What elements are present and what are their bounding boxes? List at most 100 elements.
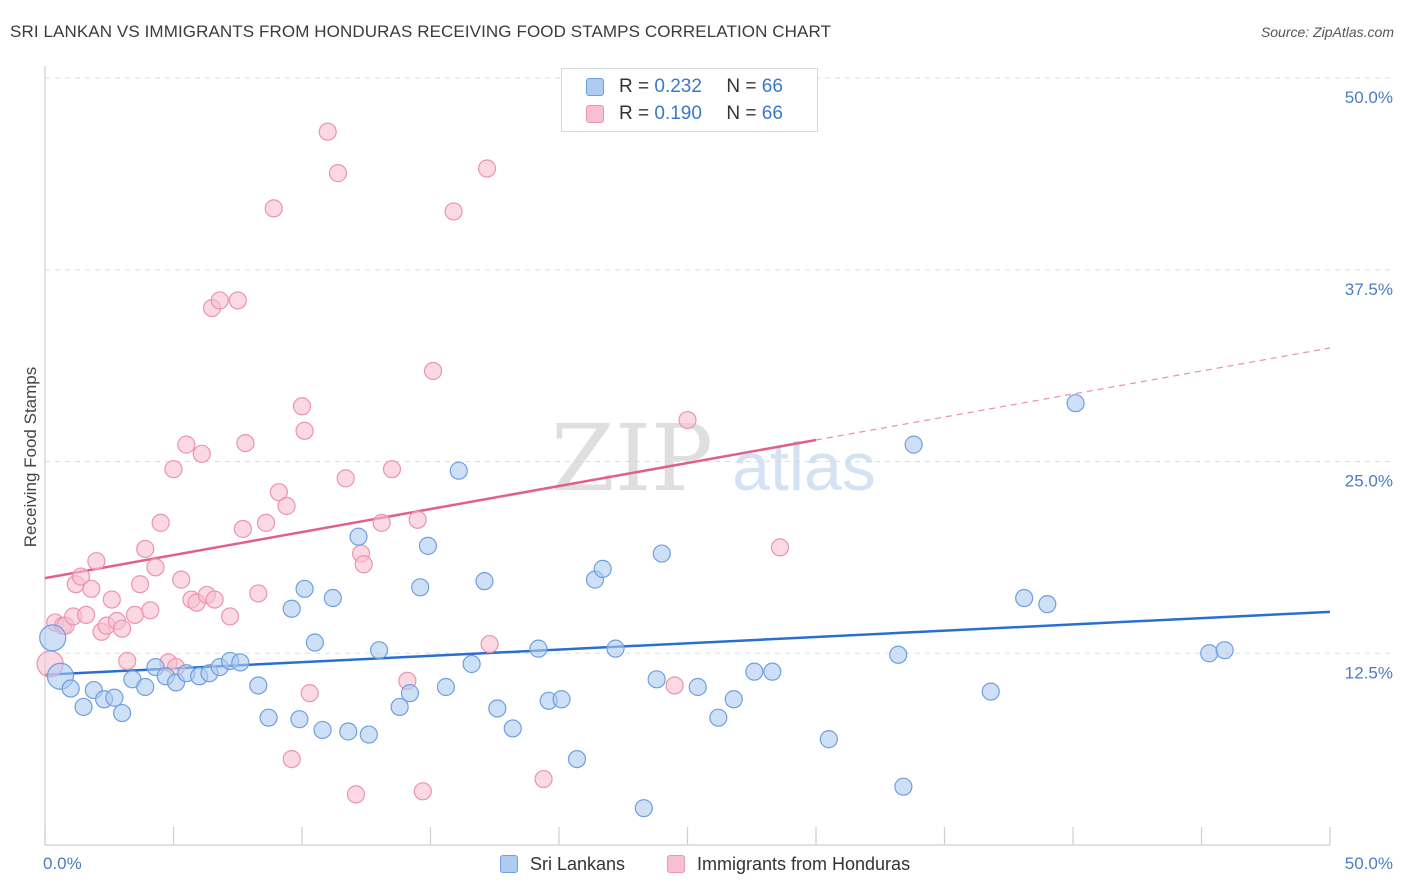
data-point-sri-lankans: [593, 559, 612, 578]
data-point-sri-lankans: [390, 697, 409, 717]
data-point-honduras: [130, 575, 150, 594]
data-point-honduras: [477, 159, 497, 178]
data-point-sri-lankans: [634, 799, 653, 818]
data-point-sri-lankans: [39, 624, 67, 652]
data-point-honduras: [141, 601, 160, 620]
data-point-honduras: [87, 552, 106, 571]
data-point-honduras: [295, 421, 314, 440]
tick-labels: 12.5% 25.0% 37.5% 50.0% 0.0% 50.0%: [43, 88, 1393, 873]
data-point-honduras: [71, 567, 91, 586]
data-point-sri-lankans: [475, 572, 494, 591]
legend-swatch-pink: [586, 105, 604, 123]
data-point-honduras: [164, 460, 183, 479]
data-point-sri-lankans: [400, 684, 420, 703]
data-point-honduras: [205, 590, 224, 609]
legend-swatch-pink: [667, 855, 685, 873]
data-point-sri-lankans: [313, 720, 332, 740]
source-credit: Source: ZipAtlas.com: [1260, 24, 1394, 40]
data-point-honduras: [534, 769, 553, 789]
y-tick-label: 50.0%: [1345, 88, 1393, 107]
data-point-honduras: [249, 584, 268, 603]
data-point-sri-lankans: [745, 662, 764, 681]
data-point-sri-lankans: [305, 633, 324, 652]
series-legend-honduras: Immigrants from Honduras: [667, 851, 910, 877]
data-point-honduras: [282, 749, 301, 769]
data-point-sri-lankans: [290, 710, 309, 729]
data-point-honduras: [125, 605, 145, 625]
data-point-honduras: [408, 510, 427, 529]
data-point-sri-lankans: [436, 677, 456, 697]
data-point-honduras: [77, 605, 96, 625]
data-point-sri-lankans: [819, 730, 838, 749]
data-point-sri-lankans: [889, 645, 908, 664]
legend-n-label: N =: [726, 76, 757, 97]
data-point-sri-lankans: [647, 670, 666, 689]
data-point-honduras: [678, 410, 697, 430]
data-point-honduras: [236, 433, 255, 453]
correlation-legend: R = 0.232 N = 66 R = 0.190 N = 66: [561, 68, 818, 132]
legend-r-label: R =: [619, 103, 650, 124]
data-point-honduras: [444, 202, 463, 221]
legend-r-value: 0.190: [654, 103, 702, 124]
data-point-sri-lankans: [112, 703, 132, 723]
trend-line-honduras: [44, 438, 817, 580]
data-point-sri-lankans: [1200, 644, 1219, 663]
data-point-sri-lankans: [709, 708, 728, 727]
data-point-honduras: [300, 684, 319, 703]
grid-lines: [45, 77, 1395, 654]
y-tick-label: 12.5%: [1345, 663, 1393, 682]
x-tick-label: 0.0%: [43, 854, 82, 873]
data-point-honduras: [233, 519, 252, 539]
legend-n-value: 66: [761, 76, 783, 97]
x-tick-label: 50.0%: [1345, 854, 1393, 873]
data-point-honduras: [136, 539, 155, 559]
data-point-honduras: [264, 199, 283, 218]
data-point-sri-lankans: [74, 697, 93, 717]
data-point-sri-lankans: [339, 722, 358, 741]
data-point-honduras: [336, 469, 355, 488]
data-point-sri-lankans: [105, 688, 124, 707]
data-point-honduras: [192, 444, 211, 463]
data-point-sri-lankans: [411, 578, 430, 597]
data-point-honduras: [480, 634, 499, 654]
legend-swatch-blue: [586, 78, 604, 96]
data-point-sri-lankans: [61, 679, 80, 698]
data-point-honduras: [328, 164, 348, 183]
data-point-sri-lankans: [724, 690, 743, 709]
data-point-sri-lankans: [136, 677, 155, 697]
data-point-sri-lankans: [249, 676, 268, 695]
data-point-honduras: [318, 122, 337, 141]
data-point-sri-lankans: [606, 639, 625, 658]
data-point-honduras: [423, 361, 443, 381]
series-legend-sri-lankans: Sri Lankans: [500, 851, 625, 877]
data-point-sri-lankans: [503, 719, 522, 738]
data-point-honduras: [277, 496, 296, 516]
data-point-sri-lankans: [323, 588, 342, 608]
data-point-honduras: [413, 782, 432, 801]
data-point-honduras: [346, 785, 366, 804]
data-point-honduras: [118, 651, 137, 671]
data-point-honduras: [177, 435, 196, 454]
data-point-sri-lankans: [567, 749, 587, 769]
legend-n-value: 66: [761, 103, 783, 124]
y-axis-title: Receiving Food Stamps: [21, 367, 40, 547]
data-point-sri-lankans: [370, 641, 389, 660]
watermark-atlas: atlas: [732, 429, 876, 505]
data-point-honduras: [146, 558, 165, 577]
data-point-honduras: [256, 513, 276, 532]
data-point-honduras: [372, 513, 391, 532]
data-point-sri-lankans: [763, 662, 782, 681]
data-point-honduras: [112, 619, 132, 638]
data-point-sri-lankans: [462, 654, 481, 674]
data-point-honduras: [82, 579, 101, 598]
data-point-sri-lankans: [259, 708, 278, 727]
data-point-sri-lankans: [1215, 641, 1234, 660]
series-legend-label: Sri Lankans: [530, 853, 626, 874]
data-point-sri-lankans: [295, 579, 314, 598]
data-point-honduras: [770, 538, 790, 557]
data-point-honduras: [382, 460, 402, 479]
data-point-sri-lankans: [981, 682, 1000, 701]
chart-title: SRI LANKAN VS IMMIGRANTS FROM HONDURAS R…: [10, 22, 832, 41]
trend-lines: [44, 347, 1331, 676]
data-point-sri-lankans: [894, 777, 913, 796]
